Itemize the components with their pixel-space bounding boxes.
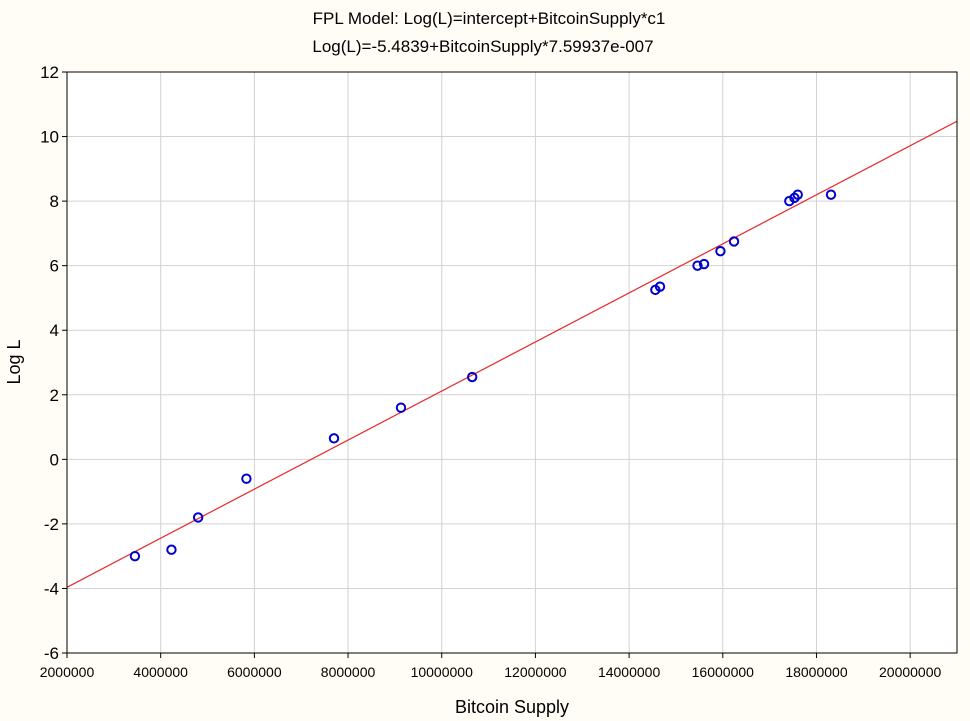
x-tick-labels: 2000000 4000000 6000000 8000000 10000000 1200… bbox=[40, 653, 942, 680]
y-tick-label: -6 bbox=[44, 644, 59, 663]
data-point bbox=[728, 236, 740, 247]
plot-area bbox=[67, 72, 957, 653]
data-point bbox=[395, 402, 407, 413]
x-tick-label: 12000000 bbox=[504, 664, 567, 680]
y-tick-label: 6 bbox=[50, 257, 59, 276]
x-tick-label: 16000000 bbox=[692, 664, 755, 680]
data-point bbox=[792, 189, 803, 200]
fit-line bbox=[66, 120, 958, 588]
x-tick-label: 20000000 bbox=[879, 664, 942, 680]
x-tick-label: 14000000 bbox=[598, 664, 661, 680]
x-tick-label: 4000000 bbox=[133, 664, 188, 680]
y-tick-label: -2 bbox=[44, 515, 59, 534]
data-point bbox=[241, 473, 252, 484]
y-tick-label: 0 bbox=[50, 450, 59, 469]
y-tick-labels: -6 -4 -2 0 2 4 6 8 10 12 bbox=[40, 63, 67, 663]
data-point bbox=[466, 371, 478, 383]
y-tick-label: 12 bbox=[40, 63, 59, 82]
data-point bbox=[825, 189, 837, 200]
y-tick-label: 4 bbox=[50, 321, 59, 340]
fit-line-group bbox=[66, 120, 958, 588]
y-tick-label: -4 bbox=[44, 579, 59, 598]
data-point bbox=[692, 260, 703, 271]
x-tick-label: 10000000 bbox=[411, 664, 474, 680]
data-point bbox=[129, 550, 141, 562]
data-point bbox=[166, 544, 177, 555]
x-tick-label: 2000000 bbox=[40, 664, 95, 680]
chart-title: FPL Model: Log(L)=intercept+BitcoinSuppl… bbox=[313, 9, 666, 28]
chart-subtitle: Log(L)=-5.4839+BitcoinSupply*7.59937e-00… bbox=[312, 37, 653, 56]
plot-frame bbox=[66, 71, 958, 654]
x-axis-label: Bitcoin Supply bbox=[455, 697, 569, 717]
y-tick-label: 2 bbox=[50, 386, 59, 405]
x-tick-label: 6000000 bbox=[227, 664, 282, 680]
data-point bbox=[192, 512, 204, 523]
x-tick-label: 18000000 bbox=[785, 664, 848, 680]
y-tick-label: 8 bbox=[50, 192, 59, 211]
y-tick-label: 10 bbox=[40, 128, 59, 147]
data-point bbox=[328, 433, 340, 444]
data-point bbox=[698, 258, 710, 270]
y-axis-label: Log L bbox=[4, 339, 24, 384]
points-group bbox=[129, 189, 837, 562]
data-point bbox=[715, 245, 726, 257]
data-point bbox=[654, 281, 666, 292]
x-tick-label: 8000000 bbox=[321, 664, 376, 680]
